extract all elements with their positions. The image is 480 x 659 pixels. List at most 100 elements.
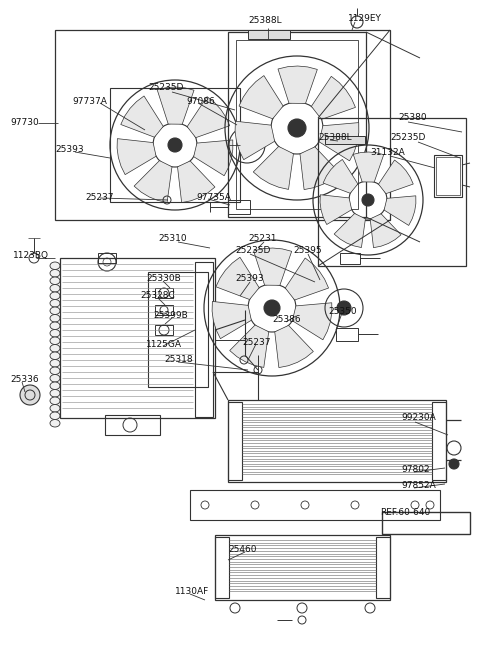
Bar bbox=[155, 305, 173, 315]
Polygon shape bbox=[229, 325, 269, 368]
Text: 97730: 97730 bbox=[10, 118, 39, 127]
Text: 97086: 97086 bbox=[186, 97, 215, 106]
Ellipse shape bbox=[50, 405, 60, 412]
Ellipse shape bbox=[50, 285, 60, 292]
Text: 1130AF: 1130AF bbox=[175, 587, 209, 596]
Bar bbox=[155, 288, 173, 298]
Text: 25399B: 25399B bbox=[153, 311, 188, 320]
Text: 25328C: 25328C bbox=[140, 291, 175, 300]
Ellipse shape bbox=[50, 345, 60, 352]
Ellipse shape bbox=[50, 374, 60, 382]
Bar bbox=[382, 512, 470, 534]
Ellipse shape bbox=[50, 322, 60, 330]
Polygon shape bbox=[320, 195, 352, 225]
Ellipse shape bbox=[50, 337, 60, 345]
Bar bbox=[436, 157, 460, 195]
Ellipse shape bbox=[50, 270, 60, 277]
Polygon shape bbox=[157, 87, 194, 124]
Polygon shape bbox=[193, 140, 233, 176]
Bar bbox=[215, 537, 229, 598]
Polygon shape bbox=[323, 159, 358, 193]
Text: 1125GA: 1125GA bbox=[146, 340, 182, 349]
Text: 25395: 25395 bbox=[293, 246, 322, 255]
Text: 25330B: 25330B bbox=[146, 274, 181, 283]
Polygon shape bbox=[334, 214, 365, 248]
Bar bbox=[340, 253, 360, 264]
Circle shape bbox=[288, 119, 306, 137]
Text: 25388L: 25388L bbox=[248, 16, 282, 25]
Bar bbox=[325, 136, 365, 144]
Circle shape bbox=[337, 301, 351, 315]
Bar bbox=[55, 30, 390, 220]
Bar bbox=[148, 243, 248, 258]
Ellipse shape bbox=[50, 277, 60, 285]
Ellipse shape bbox=[50, 389, 60, 397]
Text: 1123BQ: 1123BQ bbox=[13, 251, 49, 260]
Text: 25350: 25350 bbox=[328, 307, 357, 316]
Bar bbox=[215, 535, 390, 600]
Text: 25393: 25393 bbox=[235, 274, 264, 283]
Bar bbox=[376, 537, 390, 598]
Polygon shape bbox=[384, 196, 416, 225]
Text: 25393: 25393 bbox=[55, 145, 84, 154]
Polygon shape bbox=[370, 214, 401, 248]
Polygon shape bbox=[292, 302, 332, 340]
Ellipse shape bbox=[50, 367, 60, 374]
Bar bbox=[228, 32, 366, 217]
Text: 25310: 25310 bbox=[158, 234, 187, 243]
Bar bbox=[248, 30, 290, 39]
Text: 25388L: 25388L bbox=[318, 133, 352, 142]
Ellipse shape bbox=[50, 412, 60, 420]
Bar bbox=[236, 40, 358, 209]
Polygon shape bbox=[285, 258, 329, 300]
Ellipse shape bbox=[50, 314, 60, 322]
Circle shape bbox=[241, 139, 253, 151]
Polygon shape bbox=[187, 97, 230, 138]
Text: 1129EY: 1129EY bbox=[348, 14, 382, 23]
Polygon shape bbox=[300, 147, 340, 190]
Bar bbox=[105, 415, 160, 435]
Text: 25386: 25386 bbox=[272, 315, 300, 324]
Bar bbox=[228, 400, 446, 482]
Polygon shape bbox=[319, 123, 359, 161]
Ellipse shape bbox=[50, 382, 60, 389]
Text: 25235D: 25235D bbox=[235, 246, 270, 255]
Ellipse shape bbox=[50, 307, 60, 314]
Polygon shape bbox=[312, 76, 356, 119]
Ellipse shape bbox=[50, 299, 60, 307]
Bar bbox=[60, 258, 215, 418]
Bar bbox=[434, 155, 462, 197]
Polygon shape bbox=[117, 138, 156, 175]
Bar bbox=[110, 88, 240, 202]
Bar bbox=[228, 200, 250, 214]
Text: 25336: 25336 bbox=[10, 375, 38, 384]
Ellipse shape bbox=[50, 420, 60, 427]
Text: 25318: 25318 bbox=[164, 355, 192, 364]
Bar bbox=[336, 328, 358, 341]
Polygon shape bbox=[178, 161, 215, 202]
Text: 25231: 25231 bbox=[248, 234, 276, 243]
Text: 25235D: 25235D bbox=[390, 133, 425, 142]
Polygon shape bbox=[275, 326, 313, 368]
Text: 25460: 25460 bbox=[228, 545, 256, 554]
Polygon shape bbox=[239, 76, 283, 119]
Ellipse shape bbox=[50, 292, 60, 299]
Polygon shape bbox=[235, 121, 275, 159]
Text: 97852A: 97852A bbox=[401, 481, 436, 490]
Ellipse shape bbox=[50, 397, 60, 405]
Ellipse shape bbox=[50, 352, 60, 360]
Text: 25237: 25237 bbox=[242, 338, 271, 347]
Circle shape bbox=[264, 300, 280, 316]
Text: 97737A: 97737A bbox=[72, 97, 107, 106]
Bar bbox=[228, 402, 242, 480]
Circle shape bbox=[20, 385, 40, 405]
Bar bbox=[190, 490, 440, 520]
Circle shape bbox=[449, 459, 459, 469]
Text: 31132A: 31132A bbox=[370, 148, 405, 157]
Bar bbox=[432, 402, 446, 480]
Polygon shape bbox=[353, 152, 384, 182]
Bar bbox=[98, 253, 116, 263]
Bar bbox=[318, 118, 466, 266]
Text: 97802: 97802 bbox=[401, 465, 430, 474]
Bar bbox=[148, 272, 208, 387]
